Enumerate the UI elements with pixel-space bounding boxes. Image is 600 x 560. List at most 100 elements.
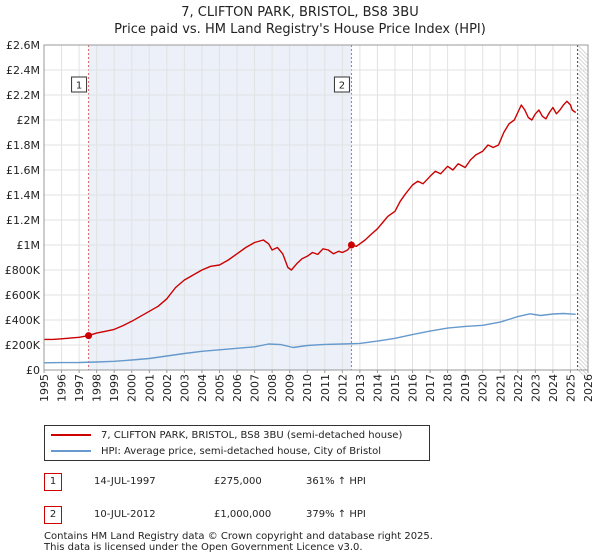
hatch-line xyxy=(577,280,589,292)
x-tick-label: 2011 xyxy=(319,374,332,402)
sale-date-1: 14-JUL-1997 xyxy=(94,476,156,487)
y-tick-label: £400K xyxy=(5,314,41,327)
hatch-line xyxy=(577,156,589,168)
footer-line-2: This data is licensed under the Open Gov… xyxy=(44,542,363,553)
y-tick-label: £1.8M xyxy=(6,139,40,152)
x-tick-label: 2005 xyxy=(213,374,226,402)
series-line-property xyxy=(44,100,577,341)
hatch-line xyxy=(577,272,589,284)
hatch-line xyxy=(577,132,589,144)
x-tick-label: 2021 xyxy=(494,374,507,402)
hatch-line xyxy=(577,52,589,64)
hatch-line xyxy=(577,152,589,164)
hatch-line xyxy=(577,200,589,212)
axes: £0 £200K £400K £600K £800K £1M £1.2M £1.4M £1.6M… xyxy=(5,39,595,402)
hatch-line xyxy=(577,312,589,324)
hatch-line xyxy=(577,220,589,232)
sale-box-2 xyxy=(333,76,350,93)
hatch-line xyxy=(577,80,589,92)
hatch-line xyxy=(577,136,589,148)
legend-item-property: 7, CLIFTON PARK, BRISTOL, BS8 3BU (semi-… xyxy=(51,428,402,444)
hatch-line xyxy=(577,44,589,56)
y-tick-label: £2M xyxy=(17,114,41,127)
sale-price-1: £275,000 xyxy=(214,476,262,487)
hatch-line xyxy=(577,128,589,140)
hatch-line xyxy=(577,288,589,300)
legend-item-hpi: HPI: Average price, semi-detached house,… xyxy=(51,444,381,460)
x-tick-label: 1999 xyxy=(108,374,121,402)
x-tick-label: 2015 xyxy=(389,374,402,402)
y-tick-label: £800K xyxy=(5,264,41,277)
x-tick-label: 1998 xyxy=(91,374,104,402)
series-line-hpi xyxy=(43,312,576,364)
x-tick-label: 2001 xyxy=(143,374,156,402)
sale-date-2: 10-JUL-2012 xyxy=(94,509,156,520)
legend-label-hpi: HPI: Average price, semi-detached house,… xyxy=(101,446,381,457)
x-tick-label: 2004 xyxy=(196,374,209,402)
hatch-line xyxy=(577,168,589,180)
hatch-line xyxy=(577,180,589,192)
hatch-line xyxy=(577,76,589,88)
x-tick-label: 2006 xyxy=(231,374,244,402)
hatch-line xyxy=(577,108,589,120)
hatch-line xyxy=(577,104,589,116)
hatch-line xyxy=(577,232,589,244)
hatch-line xyxy=(577,96,589,108)
hatch-line xyxy=(577,296,589,308)
x-tick-label: 2008 xyxy=(266,374,279,402)
hatch-line xyxy=(577,124,589,136)
hatch-line xyxy=(577,332,589,344)
y-tick-label: £1M xyxy=(17,239,41,252)
hatch-line xyxy=(577,208,589,220)
hatch-line xyxy=(577,256,589,268)
hatch-line xyxy=(577,268,589,280)
sale-price-2: £1,000,000 xyxy=(214,509,272,520)
x-tick-label: 2007 xyxy=(249,374,262,402)
x-tick-label: 2020 xyxy=(477,374,490,402)
hatch-line xyxy=(577,148,589,160)
hatch-line xyxy=(577,344,589,356)
chart-subtitle: Price paid vs. HM Land Registry's House … xyxy=(114,22,486,37)
hatch-line xyxy=(577,48,589,60)
hatch-line xyxy=(577,284,589,296)
x-tick-label: 2000 xyxy=(126,374,139,402)
hatch-line xyxy=(577,340,589,352)
y-tick-label: £1.2M xyxy=(6,214,40,227)
footer: Contains HM Land Registry data © Crown c… xyxy=(44,531,433,553)
hatch-line xyxy=(577,356,589,368)
x-tick-label: 2013 xyxy=(354,374,367,402)
y-tick-label: £0 xyxy=(26,364,40,377)
hatch-line xyxy=(577,320,589,332)
x-tick-label: 1997 xyxy=(73,374,86,402)
hatch-line xyxy=(577,304,589,316)
sale-box-label-2: 2 xyxy=(339,81,345,92)
hatch-line xyxy=(577,324,589,336)
y-tick-label: £2.4M xyxy=(6,64,40,77)
hatch-line xyxy=(577,224,589,236)
y-tick-label: £200K xyxy=(5,339,41,352)
hatch-line xyxy=(577,240,589,252)
chart-title: 7, CLIFTON PARK, BRISTOL, BS8 3BU xyxy=(181,5,419,20)
hatch-line xyxy=(577,352,589,364)
sale-box-label-1: 1 xyxy=(76,81,82,92)
plot-frame xyxy=(43,44,589,371)
legend-swatch-property xyxy=(51,434,91,436)
hatch-line xyxy=(577,204,589,216)
x-tick-label: 2009 xyxy=(284,374,297,402)
hatch-line xyxy=(577,88,589,100)
sale-period-band xyxy=(88,45,352,370)
data-end-hatch xyxy=(577,44,589,380)
x-tick-label: 1996 xyxy=(56,374,69,402)
sale-point-2 xyxy=(347,241,355,249)
legend-label-property: 7, CLIFTON PARK, BRISTOL, BS8 3BU (semi-… xyxy=(101,430,403,441)
hatch-line xyxy=(577,276,589,288)
x-tick-label: 2010 xyxy=(301,374,314,402)
footer-line-1: Contains HM Land Registry data © Crown c… xyxy=(44,531,433,542)
hatch-line xyxy=(577,252,589,264)
x-tick-label: 2024 xyxy=(547,374,560,402)
sale-badge-2: 2 xyxy=(44,506,62,524)
hatch-line xyxy=(577,328,589,340)
x-tick-label: 2025 xyxy=(564,374,577,402)
x-tick-label: 2014 xyxy=(371,374,384,402)
